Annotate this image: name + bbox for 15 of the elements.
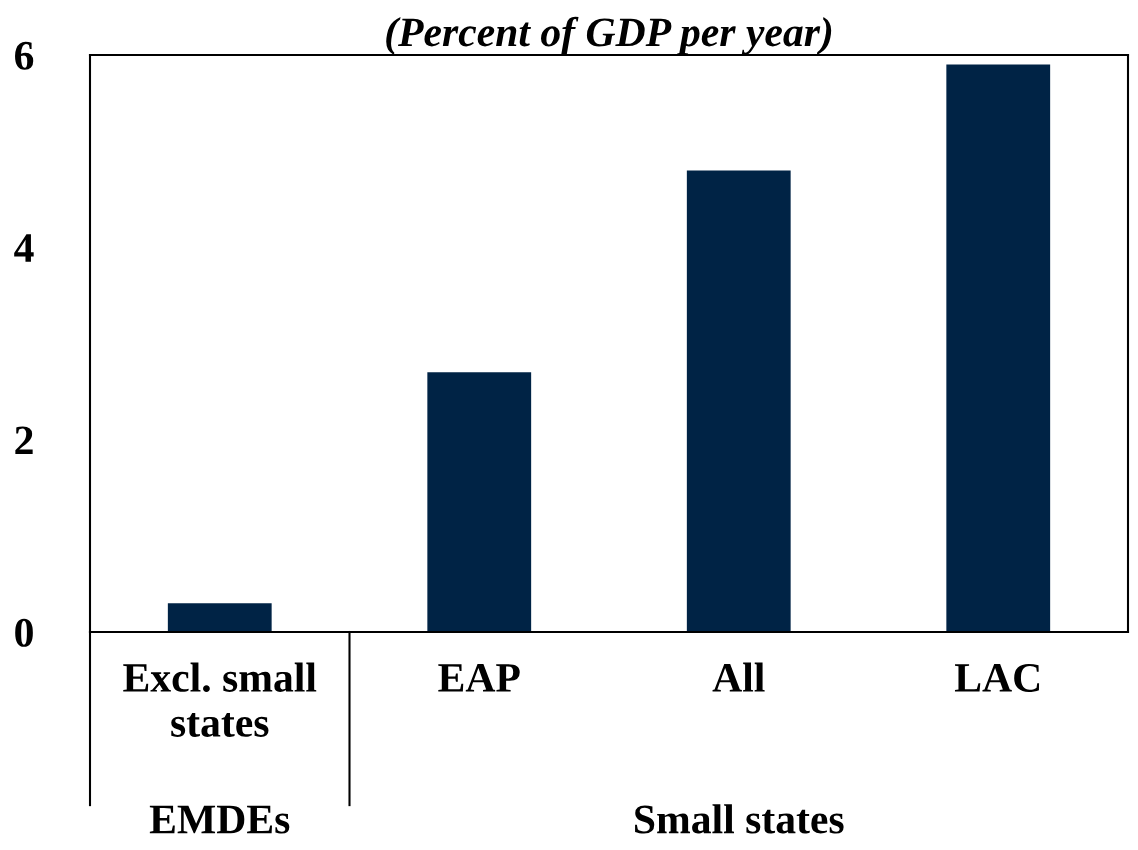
chart-title: (Percent of GDP per year) (386, 16, 832, 55)
text: Small states (635, 804, 844, 834)
bar (686, 170, 791, 632)
x-tick-label: LAC (954, 663, 1040, 692)
bar (167, 603, 272, 632)
y-tick-label: 6 (15, 41, 34, 70)
x-tick-label: All (712, 662, 765, 692)
y-tick-label: 4 (14, 234, 34, 262)
y-tick-label: 2 (15, 426, 33, 455)
y-tick-label: 0 (15, 618, 33, 647)
x-tick-label: EAP (438, 663, 520, 692)
text: EMDEs (149, 805, 290, 834)
x-tick-label: Excl. small states (123, 662, 317, 737)
bar (946, 64, 1051, 632)
bar (427, 372, 532, 632)
